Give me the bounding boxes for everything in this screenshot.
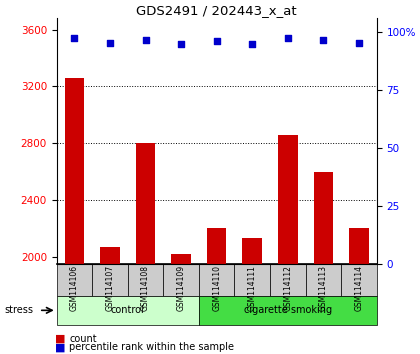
Bar — [65, 78, 84, 264]
Text: GSM114112: GSM114112 — [283, 265, 292, 311]
Text: control: control — [111, 306, 144, 315]
Bar — [270, 264, 305, 296]
Point — [320, 38, 327, 43]
Point — [142, 38, 149, 43]
Bar — [57, 296, 199, 325]
Bar — [349, 228, 369, 264]
Bar — [136, 143, 155, 264]
Text: GSM114106: GSM114106 — [70, 265, 79, 311]
Bar — [242, 238, 262, 264]
Bar — [100, 247, 120, 264]
Bar — [128, 264, 163, 296]
Bar — [305, 264, 341, 296]
Bar — [57, 264, 92, 296]
Text: GSM114107: GSM114107 — [105, 265, 115, 311]
Text: percentile rank within the sample: percentile rank within the sample — [69, 342, 234, 352]
Text: GSM114108: GSM114108 — [141, 265, 150, 311]
Text: cigarette smoking: cigarette smoking — [244, 306, 332, 315]
Text: ■: ■ — [55, 342, 65, 352]
Bar — [207, 228, 226, 264]
Text: GSM114114: GSM114114 — [354, 265, 363, 311]
Bar — [92, 264, 128, 296]
Text: stress: stress — [5, 306, 34, 315]
Text: ■: ■ — [55, 334, 65, 344]
Point — [213, 39, 220, 44]
Bar — [171, 254, 191, 264]
Bar — [163, 264, 199, 296]
Text: count: count — [69, 334, 97, 344]
Bar — [341, 264, 377, 296]
Point — [284, 35, 291, 41]
Text: GSM114110: GSM114110 — [212, 265, 221, 311]
Bar — [199, 264, 234, 296]
Text: GSM114109: GSM114109 — [176, 265, 186, 311]
Bar — [234, 264, 270, 296]
Point — [249, 41, 255, 47]
Bar — [313, 172, 333, 264]
Point — [107, 40, 113, 45]
Bar — [199, 296, 377, 325]
Text: GSM114111: GSM114111 — [248, 265, 257, 311]
Point — [355, 40, 362, 45]
Title: GDS2491 / 202443_x_at: GDS2491 / 202443_x_at — [136, 4, 297, 17]
Point — [71, 35, 78, 41]
Bar — [278, 135, 297, 264]
Point — [178, 41, 184, 47]
Text: GSM114113: GSM114113 — [319, 265, 328, 311]
